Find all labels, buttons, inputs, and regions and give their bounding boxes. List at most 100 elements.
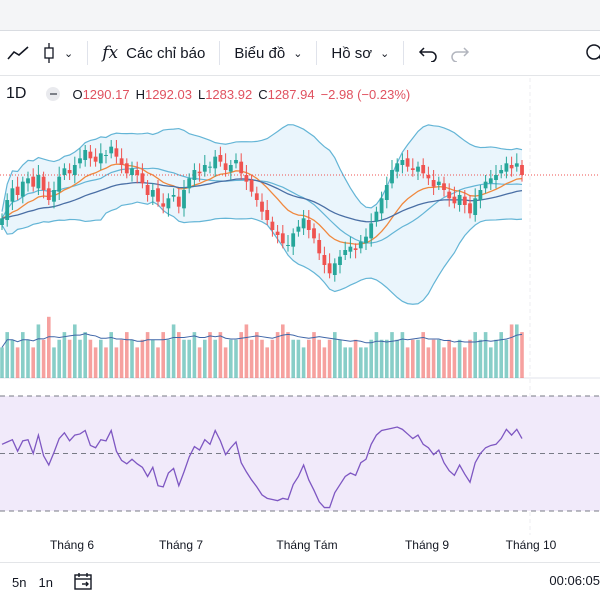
volume-bar <box>67 339 72 378</box>
volume-bar <box>57 339 61 378</box>
toolbar-divider <box>316 41 318 65</box>
candle-body <box>488 178 493 184</box>
candle-body <box>67 170 72 174</box>
close-value: 1287.94 <box>267 86 315 102</box>
volume-bar <box>31 347 35 378</box>
volume-bar <box>119 339 124 378</box>
candle-body <box>244 175 249 182</box>
volume-bar <box>229 339 233 378</box>
volume-bar <box>36 324 41 378</box>
candle-body <box>322 255 327 265</box>
volume-moving-average <box>1 333 523 348</box>
volume-bar <box>93 347 98 378</box>
toolbar-divider <box>87 41 89 65</box>
undo-button[interactable] <box>412 37 444 69</box>
volume-bar <box>447 339 451 378</box>
candle-body <box>395 163 400 172</box>
interval-label[interactable]: 1D <box>6 85 27 102</box>
volume-bar <box>390 332 394 378</box>
high-label: H <box>135 86 145 102</box>
bottom-toolbar: 5n 1n 00:06:05 <box>0 562 600 601</box>
volume-bar <box>369 339 373 378</box>
candle-body <box>145 185 150 195</box>
volume-bar <box>62 332 67 378</box>
candle-body <box>374 211 379 222</box>
volume-bar <box>333 332 337 378</box>
volume-bar <box>473 332 477 378</box>
indicators-button[interactable]: fx Các chỉ báo <box>96 37 211 69</box>
candle-body <box>499 170 504 174</box>
range-1y-button[interactable]: 1n <box>38 574 53 590</box>
chevron-down-icon: ⌄ <box>293 47 303 60</box>
candle-body <box>140 173 145 184</box>
candle-body <box>442 183 446 190</box>
line-chart-icon[interactable] <box>0 37 36 69</box>
candle-body <box>369 223 374 239</box>
volume-bar <box>156 347 160 378</box>
candle-body <box>494 175 498 180</box>
low-label: L <box>197 86 206 102</box>
ohlc-legend: 1D O 1290.17 H 1292.03 L 1283.92 C 1287.94 −… <box>0 84 410 104</box>
volume-bar <box>416 339 420 378</box>
volume-bar <box>463 347 467 378</box>
toolbar-divider <box>403 41 405 65</box>
candle-body <box>270 221 275 230</box>
volume-bar <box>177 332 181 378</box>
volume-bar <box>520 332 524 378</box>
volume-bar <box>421 332 425 378</box>
redo-button[interactable] <box>444 37 476 69</box>
open-label: O <box>72 86 83 102</box>
volume-bar <box>21 332 25 378</box>
volume-bar <box>442 347 446 378</box>
volume-bar <box>249 339 254 378</box>
volume-bar <box>499 332 503 378</box>
candle-body <box>171 195 176 197</box>
volume-bar <box>88 339 93 378</box>
x-axis-label: Tháng 6 <box>49 538 95 552</box>
candle-body <box>130 168 134 175</box>
volume-bar <box>494 339 498 378</box>
moving-average-orange <box>1 163 523 245</box>
layout-menu-button[interactable]: Biểu đồ ⌄ <box>228 37 308 69</box>
clock-readout: 00:06:05 <box>549 573 600 588</box>
volume-bar <box>281 324 285 378</box>
indicators-label: Các chỉ báo <box>126 44 206 62</box>
candle-body <box>473 198 478 215</box>
candle-body <box>5 200 10 220</box>
candle-body <box>98 153 103 164</box>
profile-menu-button[interactable]: Hồ sơ ⌄ <box>325 37 395 69</box>
candle-body <box>31 176 36 187</box>
calendar-icon[interactable] <box>67 572 99 593</box>
candle-body <box>57 176 62 192</box>
volume-bar <box>327 339 332 378</box>
candle-body <box>431 180 436 187</box>
candle-type-icon[interactable]: ⌄ <box>36 37 79 69</box>
volume-bar <box>187 339 191 378</box>
volume-bar <box>379 339 384 378</box>
volume-bar <box>468 339 472 378</box>
candle-body <box>265 210 270 220</box>
volume-bar <box>343 347 347 378</box>
high-value: 1292.03 <box>144 86 192 102</box>
volume-bar <box>192 332 197 378</box>
volume-bar <box>223 347 228 378</box>
search-icon[interactable] <box>578 37 600 69</box>
candle-body <box>478 190 483 200</box>
collapse-legend-icon[interactable] <box>46 87 61 101</box>
volume-bar <box>400 332 405 378</box>
candle-body <box>483 181 488 189</box>
volume-bar <box>104 347 108 378</box>
close-label: C <box>258 86 268 102</box>
candle-body <box>223 163 228 170</box>
candle-body <box>187 178 192 189</box>
volume-bar <box>244 324 249 378</box>
volume-bar <box>130 339 134 378</box>
chevron-down-icon: ⌄ <box>64 47 74 60</box>
candle-body <box>124 163 129 174</box>
volume-bar <box>218 332 223 378</box>
range-5y-button[interactable]: 5n <box>12 574 27 590</box>
volume-bar <box>457 339 462 378</box>
candle-body <box>228 165 233 172</box>
candle-body <box>218 155 223 162</box>
